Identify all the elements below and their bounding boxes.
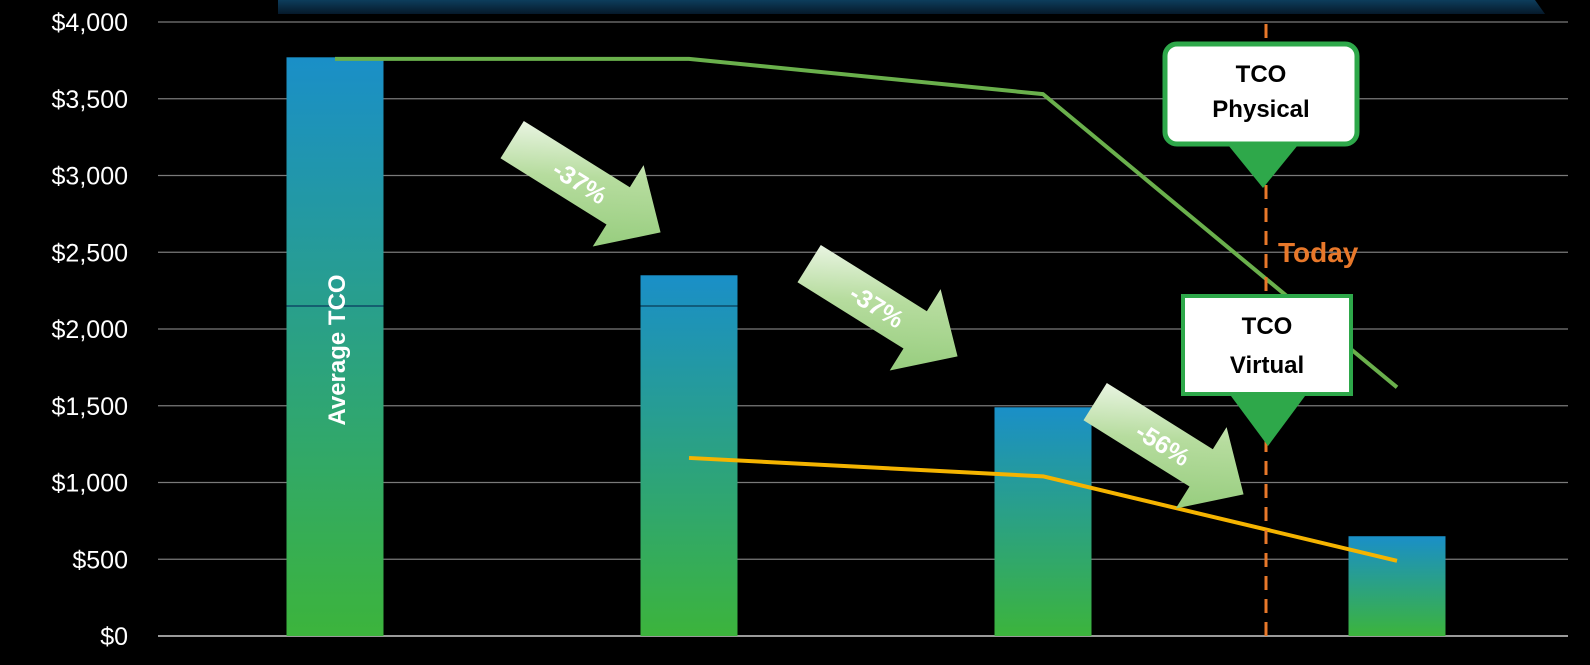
tco-physical-line1: TCO [1236,61,1287,88]
y-tick-label: $500 [72,546,128,574]
gridlines [158,21,1568,637]
tco-virtual-line1: TCO [1242,313,1293,340]
bar [286,57,384,637]
y-tick-label: $1,000 [52,470,128,498]
average-tco-label: Average TCO [324,274,351,425]
trend-lines [335,56,1399,563]
virtual-tco-line [688,455,1398,563]
today-label: Today [1278,237,1359,268]
y-tick-label: $2,000 [52,316,128,344]
tco-physical-callout: TCO Physical [1162,41,1360,188]
y-tick-label: $1,500 [52,393,128,421]
y-tick-label: $3,000 [52,163,128,191]
physical-tco-line [335,56,1399,389]
bar [994,407,1092,636]
top-banner [278,0,1545,14]
tco-virtual-line2: Virtual [1230,352,1304,379]
y-tick-label: $4,000 [52,9,128,37]
y-axis-ticks: $0 $500 $1,000 $1,500 $2,000 $2,500 $3,000 $3,5… [52,9,128,651]
reduction-arrow-2: -37% [797,244,958,371]
bars [286,57,1446,637]
reduction-arrow-1: -37% [500,120,661,247]
tco-virtual-pointer [1228,392,1308,446]
tco-physical-pointer [1224,140,1302,188]
tco-virtual-callout: TCO Virtual [1181,294,1353,446]
tco-physical-line2: Physical [1212,96,1309,123]
y-tick-label: $0 [100,623,128,651]
y-tick-label: $2,500 [52,239,128,267]
y-tick-label: $3,500 [52,86,128,114]
bar [640,275,738,636]
